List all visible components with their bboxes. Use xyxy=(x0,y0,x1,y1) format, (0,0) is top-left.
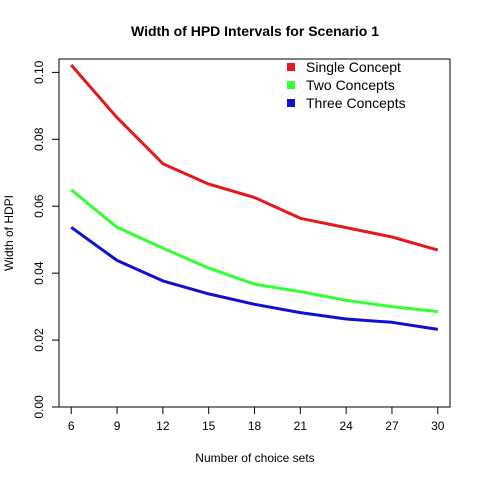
legend-swatch-3 xyxy=(287,99,295,107)
x-tick-label: 30 xyxy=(431,419,445,433)
y-tick-label: 0.02 xyxy=(32,328,46,352)
y-axis-label: Width of HDPI xyxy=(2,195,16,271)
legend-swatch-1 xyxy=(287,63,295,71)
series-layer xyxy=(70,64,439,331)
legend-swatch-2 xyxy=(287,81,295,89)
x-axis: 6 9 12 15 18 21 24 27 30 xyxy=(68,406,445,433)
x-tick-label: 21 xyxy=(294,419,308,433)
y-tick-label: 0.08 xyxy=(32,127,46,151)
series-line-2 xyxy=(70,188,438,314)
x-tick-label: 27 xyxy=(385,419,399,433)
legend-label-1: Single Concept xyxy=(306,59,401,75)
legend-label-2: Two Concepts xyxy=(306,77,395,93)
series-line-1 xyxy=(70,64,439,252)
x-tick-label: 9 xyxy=(114,419,121,433)
x-tick-label: 18 xyxy=(248,419,262,433)
y-tick-label: 0.00 xyxy=(32,395,46,419)
y-tick-label: 0.06 xyxy=(32,194,46,218)
x-tick-label: 6 xyxy=(68,419,75,433)
x-tick-label: 24 xyxy=(339,419,353,433)
y-tick-label: 0.04 xyxy=(32,261,46,285)
chart-title: Width of HPD Intervals for Scenario 1 xyxy=(131,23,379,39)
legend: Single Concept Two Concepts Three Concepts xyxy=(287,59,406,111)
y-axis: 0.00 0.02 0.04 0.06 0.08 0.10 xyxy=(32,60,60,419)
y-tick-label: 0.10 xyxy=(32,60,46,84)
legend-label-3: Three Concepts xyxy=(306,95,406,111)
x-tick-label: 12 xyxy=(156,419,170,433)
x-tick-label: 15 xyxy=(202,419,216,433)
x-axis-label: Number of choice sets xyxy=(195,451,314,465)
series-line-3 xyxy=(70,226,439,331)
